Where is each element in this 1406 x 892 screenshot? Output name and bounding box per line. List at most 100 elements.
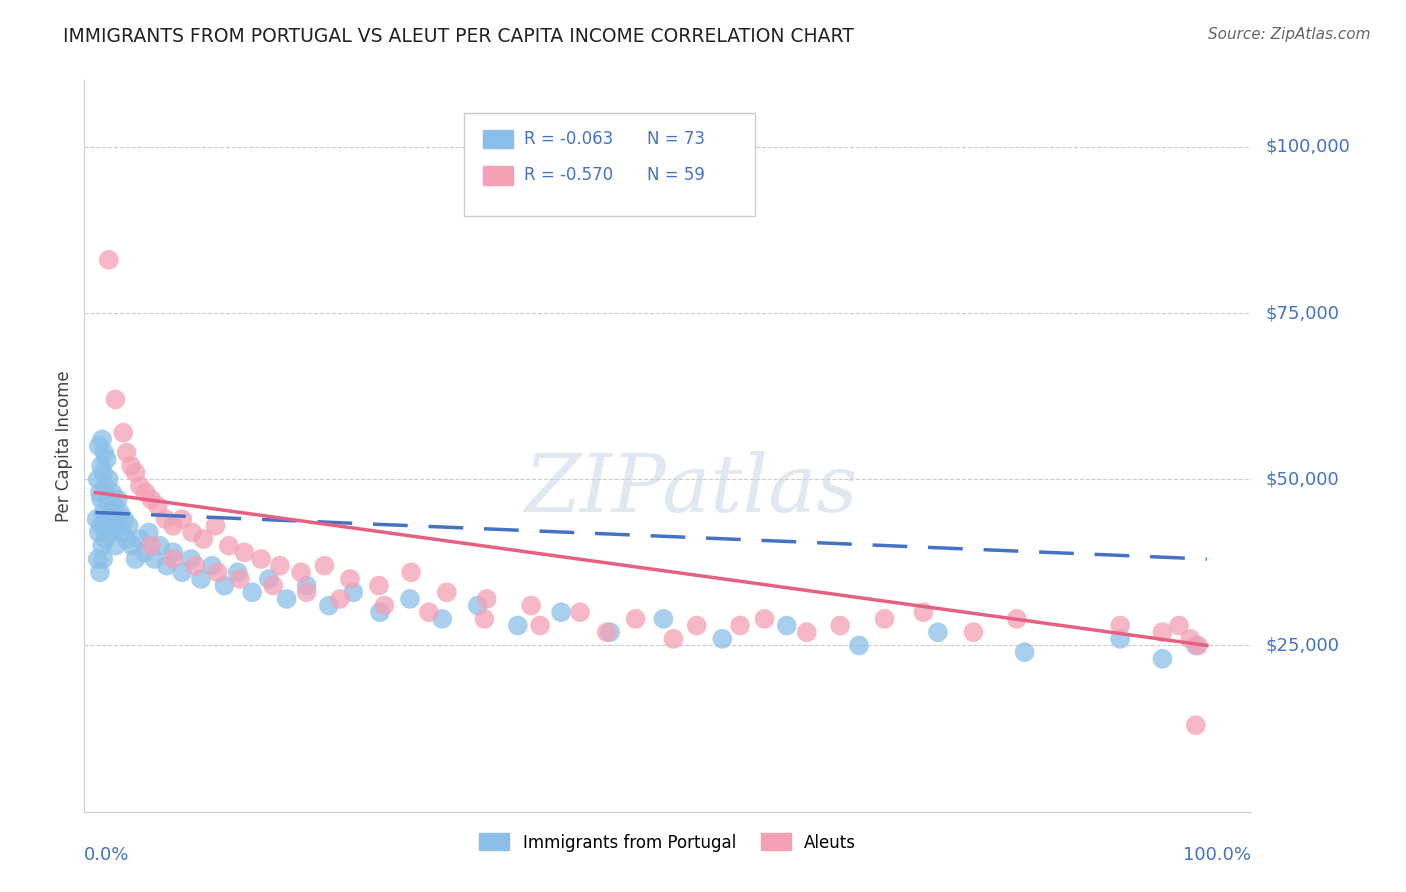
Point: [139, 539, 162, 553]
Point: [103, 499, 125, 513]
Point: [436, 585, 458, 599]
Point: [91, 539, 114, 553]
Text: $50,000: $50,000: [1265, 470, 1339, 488]
Point: [432, 612, 454, 626]
Point: [100, 506, 122, 520]
Point: [97, 252, 120, 267]
Point: [138, 525, 160, 540]
Point: [652, 612, 675, 626]
Bar: [484, 129, 513, 148]
Point: [139, 492, 162, 507]
Text: R = -0.570: R = -0.570: [524, 167, 613, 185]
Point: [180, 552, 202, 566]
Point: [599, 625, 621, 640]
Point: [97, 472, 120, 486]
Point: [399, 566, 422, 580]
Point: [89, 485, 111, 500]
Point: [474, 612, 496, 626]
Point: [201, 558, 224, 573]
Point: [87, 439, 110, 453]
Point: [86, 512, 108, 526]
Point: [318, 599, 340, 613]
Point: [193, 532, 215, 546]
Point: [529, 618, 551, 632]
Point: [776, 618, 799, 632]
Point: [162, 545, 184, 559]
Point: [1014, 645, 1036, 659]
Point: [184, 558, 207, 573]
Bar: [484, 166, 513, 185]
Point: [1168, 618, 1191, 632]
Point: [250, 552, 273, 566]
Point: [233, 545, 256, 559]
Point: [262, 579, 284, 593]
Text: IMMIGRANTS FROM PORTUGAL VS ALEUT PER CAPITA INCOME CORRELATION CHART: IMMIGRANTS FROM PORTUGAL VS ALEUT PER CA…: [63, 27, 855, 45]
Text: $75,000: $75,000: [1265, 304, 1340, 322]
Point: [91, 433, 114, 447]
Point: [226, 566, 249, 580]
Point: [830, 618, 852, 632]
Point: [367, 579, 389, 593]
Point: [101, 485, 124, 500]
Point: [207, 566, 229, 580]
Point: [97, 492, 120, 507]
Point: [155, 512, 177, 526]
Text: N = 73: N = 73: [647, 130, 704, 148]
Point: [276, 591, 298, 606]
Point: [686, 618, 709, 632]
Point: [111, 525, 134, 540]
Point: [121, 539, 143, 553]
Point: [1109, 618, 1132, 632]
Point: [103, 512, 125, 526]
Point: [520, 599, 543, 613]
Point: [290, 566, 312, 580]
Point: [172, 512, 194, 526]
Point: [418, 605, 440, 619]
Point: [98, 525, 121, 540]
Point: [624, 612, 647, 626]
Point: [93, 445, 115, 459]
Point: [873, 612, 896, 626]
Point: [204, 518, 226, 533]
Point: [1005, 612, 1028, 626]
Point: [134, 485, 156, 500]
Point: [218, 539, 240, 553]
Point: [94, 479, 117, 493]
Point: [214, 579, 236, 593]
Point: [124, 466, 146, 480]
Point: [295, 585, 318, 599]
Point: [91, 466, 114, 480]
Point: [506, 618, 529, 632]
Point: [1180, 632, 1202, 646]
Point: [269, 558, 291, 573]
Point: [143, 552, 166, 566]
Point: [399, 591, 422, 606]
Text: Source: ZipAtlas.com: Source: ZipAtlas.com: [1208, 27, 1371, 42]
Point: [240, 585, 263, 599]
Text: $25,000: $25,000: [1265, 637, 1340, 655]
Point: [1152, 652, 1174, 666]
Point: [711, 632, 734, 646]
Point: [229, 572, 252, 586]
Point: [257, 572, 280, 586]
Point: [754, 612, 776, 626]
Text: 0.0%: 0.0%: [84, 847, 129, 864]
Point: [162, 518, 184, 533]
Point: [181, 525, 204, 540]
Point: [373, 599, 395, 613]
Point: [146, 499, 169, 513]
Point: [96, 452, 118, 467]
Point: [105, 518, 128, 533]
Point: [596, 625, 619, 640]
Point: [1184, 639, 1206, 653]
Text: ZIPatlas: ZIPatlas: [524, 451, 858, 529]
Point: [155, 558, 177, 573]
Text: $100,000: $100,000: [1265, 137, 1350, 156]
Point: [108, 506, 131, 520]
Point: [475, 591, 498, 606]
Point: [129, 532, 152, 546]
Point: [339, 572, 361, 586]
Point: [96, 512, 118, 526]
Point: [129, 479, 152, 493]
Point: [190, 572, 212, 586]
